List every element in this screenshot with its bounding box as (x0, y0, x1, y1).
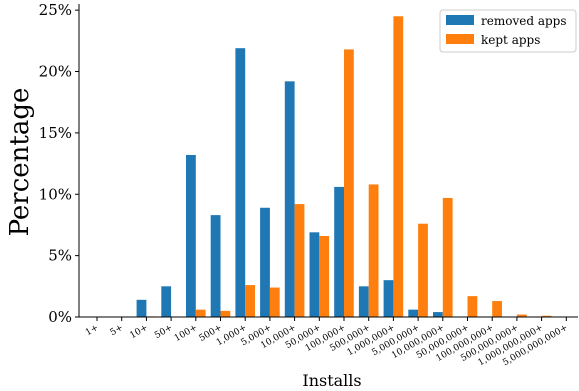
bar-kept-apps-13 (418, 223, 428, 317)
bar-removed-apps-6 (235, 48, 246, 317)
bar-kept-apps-6 (245, 285, 255, 317)
legend-swatch-kept-apps (446, 34, 474, 44)
y-tick-label: 0% (48, 308, 72, 326)
bar-kept-apps-4 (195, 309, 206, 317)
x-tick-label: 100+ (173, 323, 199, 344)
bar-kept-apps-8 (294, 204, 305, 317)
bar-kept-apps-9 (319, 235, 330, 317)
bar-removed-apps-4 (186, 154, 196, 317)
bar-kept-apps-11 (368, 184, 379, 317)
x-tick-label: 50+ (153, 323, 174, 341)
bar-kept-apps-10 (344, 49, 354, 318)
x-tick-label: 5+ (109, 323, 126, 338)
bar-kept-apps-5 (220, 310, 231, 317)
bar-kept-apps-16 (492, 301, 502, 317)
y-ticks: 0% 5% 10% 15% 20% 25% (39, 1, 79, 326)
legend-label-removed-apps: removed apps (481, 14, 567, 28)
bars-layer (136, 16, 552, 318)
bar-removed-apps-2 (136, 299, 147, 317)
bar-removed-apps-9 (309, 232, 320, 317)
x-ticks: 1+ 5+ 10+ 50+100+500+1,000+5,000+10,000+50,… (84, 317, 570, 368)
bar-kept-apps-15 (467, 296, 478, 317)
bar-removed-apps-8 (284, 81, 295, 317)
y-tick-label: 10% (39, 185, 72, 203)
y-tick-label: 25% (39, 1, 72, 19)
bar-kept-apps-7 (269, 287, 280, 317)
x-tick-label: 1+ (84, 323, 101, 338)
y-tick-label: 15% (39, 124, 72, 142)
legend-label-kept-apps: kept apps (481, 33, 540, 47)
bar-removed-apps-13 (408, 309, 419, 317)
y-tick-label: 20% (39, 63, 72, 81)
bar-removed-apps-11 (358, 286, 369, 317)
y-axis-label: Percentage (5, 88, 35, 237)
legend-swatch-removed-apps (446, 15, 474, 25)
bar-removed-apps-7 (260, 207, 270, 317)
legend: removed apps kept apps (439, 9, 577, 53)
bar-removed-apps-12 (383, 280, 394, 317)
x-axis-label: Installs (302, 371, 361, 390)
bar-removed-apps-10 (334, 186, 344, 317)
x-tick-label: 10+ (128, 323, 149, 341)
y-tick-label: 5% (48, 247, 72, 265)
bar-kept-apps-17 (516, 314, 527, 317)
bar-removed-apps-5 (210, 215, 221, 317)
bar-kept-apps-12 (393, 16, 404, 318)
bar-removed-apps-14 (433, 312, 443, 317)
bar-removed-apps-3 (161, 286, 172, 317)
bar-kept-apps-14 (442, 197, 453, 317)
bar-kept-apps-18 (541, 315, 552, 317)
